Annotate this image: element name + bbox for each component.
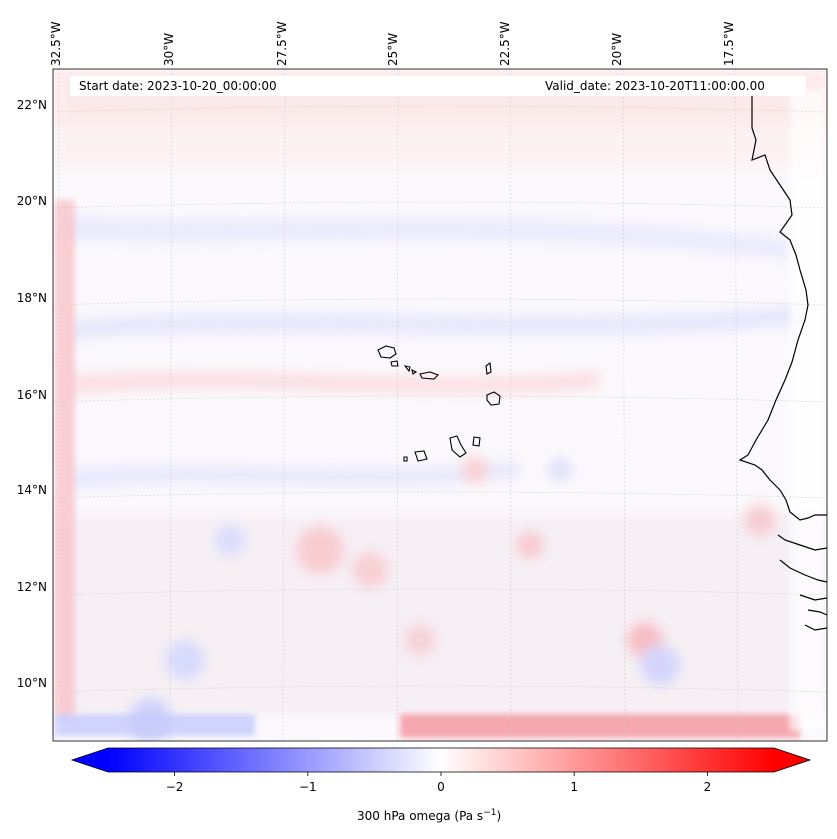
lat-label-16n: 16°N bbox=[16, 388, 47, 402]
colorbar-tick-label: 2 bbox=[703, 780, 712, 794]
lon-label-22-5w: 22.5°W bbox=[498, 21, 512, 66]
lat-label-12n: 12°N bbox=[16, 580, 47, 594]
lat-label-14n: 14°N bbox=[16, 483, 47, 497]
colorbar-tick-label: 1 bbox=[570, 780, 578, 794]
map-panel bbox=[53, 69, 827, 741]
lon-label-30w: 30°W bbox=[162, 32, 176, 66]
lon-label-20w: 20°W bbox=[610, 32, 624, 66]
colorbar-extend-high bbox=[774, 748, 810, 772]
lon-label-25w: 25°W bbox=[386, 32, 400, 66]
date-banner bbox=[70, 76, 806, 96]
colorbar-bar bbox=[108, 748, 774, 772]
graticule bbox=[53, 69, 827, 741]
colorbar-tick-label: −2 bbox=[165, 780, 184, 794]
coastline bbox=[738, 95, 827, 631]
colorbar-outline bbox=[70, 747, 812, 773]
colorbar-title: 300 hPa omega (Pa s−1) bbox=[357, 808, 501, 823]
lat-label-22n: 22°N bbox=[16, 98, 47, 112]
colorbar-title-close: ) bbox=[496, 809, 502, 823]
lon-label-32-5w: 32.5°W bbox=[49, 21, 63, 66]
lon-label-27-5w: 27.5°W bbox=[275, 21, 289, 66]
lon-label-17-5w: 17.5°W bbox=[722, 21, 736, 66]
colorbar-ticks bbox=[174, 772, 708, 776]
colorbar-tick-label: −1 bbox=[298, 780, 317, 794]
colorbar-title-text: 300 hPa omega (Pa s bbox=[357, 809, 484, 823]
colorbar bbox=[70, 747, 812, 776]
valid-date-text: Valid_date: 2023-10-20T11:00:00.00 bbox=[545, 79, 765, 93]
colorbar-extend-low bbox=[72, 748, 108, 772]
lat-label-18n: 18°N bbox=[16, 291, 47, 305]
map-frame bbox=[52, 68, 828, 742]
start-date-text: Start date: 2023-10-20_00:00:00 bbox=[79, 79, 277, 93]
colorbar-title-exponent: −1 bbox=[483, 808, 497, 818]
lat-label-20n: 20°N bbox=[16, 194, 47, 208]
lat-label-10n: 10°N bbox=[16, 676, 47, 690]
colorbar-tick-label: 0 bbox=[437, 780, 445, 794]
cape-verde-islands bbox=[377, 345, 501, 462]
